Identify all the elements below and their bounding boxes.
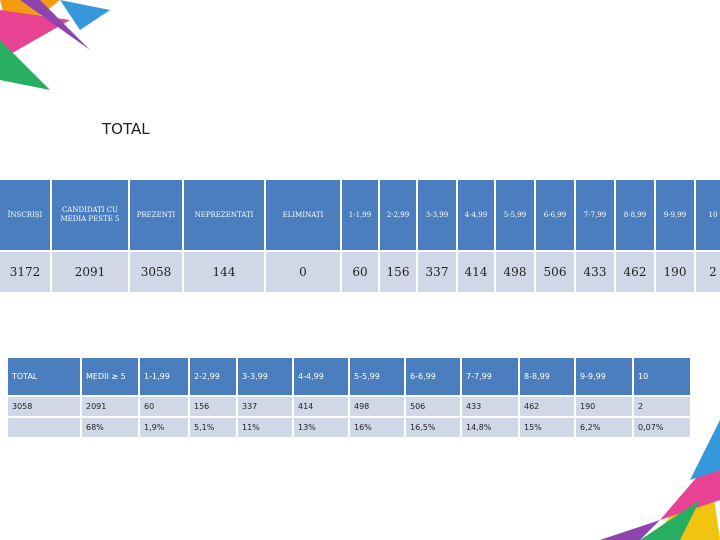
header-cell: 4-4,99 [458,180,494,250]
splash [600,520,660,540]
percent-cell: 16% [350,418,404,437]
header-cell: 9-9,99 [576,358,632,395]
empty-cell [8,418,80,437]
title: TOTAL [102,120,150,138]
splash [640,500,700,540]
data-cell: 3172 [0,252,50,292]
percent-cell: 11% [238,418,292,437]
data-cell: 498 [350,397,404,416]
data-cell: 60 [140,397,188,416]
splash [60,0,110,30]
splash [0,40,50,90]
header-cell: PREZENȚI [130,180,182,250]
data-cell: 156 [380,252,416,292]
header-cell: 6-6,99 [406,358,460,395]
data-cell: 462 [520,397,574,416]
data-cell: 60 [342,252,378,292]
header-cell: 8-8,99 [520,358,574,395]
data-cell: 337 [418,252,456,292]
data-cell: 2 [696,252,720,292]
header-cell: 10 [696,180,720,250]
data-cell: 433 [576,252,614,292]
header-cell: 8-8,99 [616,180,654,250]
header-cell: TOTAL [8,358,80,395]
splash [20,0,90,50]
header-cell: 7-7,99 [576,180,614,250]
header-cell: NEPREZENTAȚI [184,180,264,250]
data-cell: 0 [266,252,340,292]
header-cell: 3-3,99 [238,358,292,395]
header-cell: 2-2,99 [380,180,416,250]
percent-cell: 15% [520,418,574,437]
header-cell: MEDII ≥ 5 [82,358,138,395]
data-cell: 144 [184,252,264,292]
header-cell: 1-1,99 [140,358,188,395]
header-cell: ELIMINAȚI [266,180,340,250]
percent-cell: 6,2% [576,418,632,437]
header-cell: CANDIDAȚI CU MEDIA PESTE 5 [52,180,128,250]
header-cell: 4-4,99 [294,358,348,395]
percent-cell: 1,9% [140,418,188,437]
percent-cell: 68% [82,418,138,437]
data-cell: 190 [576,397,632,416]
data-cell: 2091 [52,252,128,292]
percent-cell: 16,5% [406,418,460,437]
data-cell: 433 [462,397,518,416]
data-cell: 414 [294,397,348,416]
header-cell: 5-5,99 [496,180,534,250]
header-cell: 3-3,99 [418,180,456,250]
data-cell: 462 [616,252,654,292]
percent-cell: 14,8% [462,418,518,437]
header-cell: 5-5,99 [350,358,404,395]
data-cell: 156 [190,397,236,416]
header-cell: 10 [634,358,690,395]
header-cell: 6-6,99 [536,180,574,250]
header-cell: 9-9,99 [656,180,694,250]
header-cell: 7-7,99 [462,358,518,395]
data-cell: 3058 [8,397,80,416]
percent-cell: 0,07% [634,418,690,437]
percent-cell: 5,1% [190,418,236,437]
percent-cell: 13% [294,418,348,437]
data-cell: 190 [656,252,694,292]
data-cell: 2 [634,397,690,416]
data-cell: 506 [406,397,460,416]
header-cell: ÎNSCRIȘI [0,180,50,250]
data-cell: 2091 [82,397,138,416]
data-cell: 414 [458,252,494,292]
data-cell: 3058 [130,252,182,292]
header-cell: 2-2,99 [190,358,236,395]
splash [690,420,720,480]
header-cell: 1-1,99 [342,180,378,250]
data-cell: 506 [536,252,574,292]
data-cell: 498 [496,252,534,292]
data-cell: 337 [238,397,292,416]
